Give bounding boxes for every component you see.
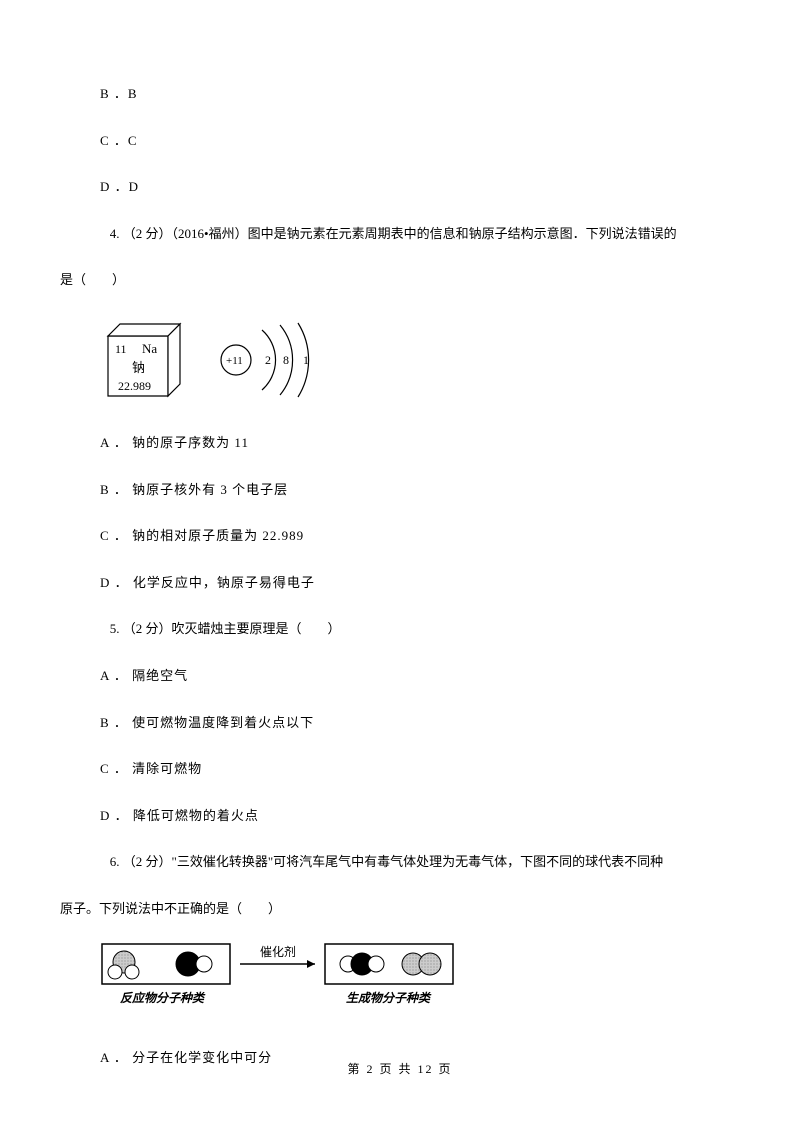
q6-number: 6. — [110, 854, 123, 869]
symbol-text: Na — [142, 341, 157, 356]
q4-option-c: C ． 钠的相对原子质量为 22.989 — [100, 522, 740, 551]
mass-text: 22.989 — [118, 379, 151, 393]
arrow-label-text: 催化剂 — [260, 944, 296, 959]
q5-number: 5. — [110, 621, 123, 636]
catalyst-figure: 反应物分子种类 催化剂 生成物分子种类 — [100, 942, 740, 1023]
q4-option-d: D ． 化学反应中，钠原子易得电子 — [100, 569, 740, 598]
name-text: 钠 — [132, 360, 145, 375]
q5-points: （2 分） — [123, 621, 172, 636]
question-6: 6. （2 分）"三效催化转换器"可将汽车尾气中有毒气体处理为无毒气体，下图不同… — [100, 848, 740, 877]
periodic-element-box: 11 Na 钠 22.989 — [100, 318, 184, 402]
atomic-number-text: 11 — [115, 342, 127, 356]
option-c: C ．C — [100, 127, 740, 156]
right-label-text: 生成物分子种类 — [346, 991, 432, 1005]
atom-structure-diagram: +11 2 8 1 — [214, 315, 334, 405]
q6-text1: "三效催化转换器"可将汽车尾气中有毒气体处理为无毒气体，下图不同的球代表不同种 — [172, 854, 664, 869]
q5-text: 吹灭蜡烛主要原理是（ ） — [172, 621, 341, 636]
shell-2-text: 8 — [283, 353, 289, 367]
q5-option-d: D ． 降低可燃物的着火点 — [100, 802, 740, 831]
q4-points: （2 分） — [123, 226, 172, 241]
q4-text1: 图中是钠元素在元素周期表中的信息和钠原子结构示意图．下列说法错误的 — [248, 226, 677, 241]
q4-number: 4. — [110, 226, 123, 241]
q5-option-b: B ． 使可燃物温度降到着火点以下 — [100, 709, 740, 738]
q6-points: （2 分） — [123, 854, 172, 869]
question-5: 5. （2 分）吹灭蜡烛主要原理是（ ） — [100, 615, 740, 644]
question-4: 4. （2 分）（2016•福州）图中是钠元素在元素周期表中的信息和钠原子结构示… — [100, 220, 740, 249]
shell-1-text: 2 — [265, 353, 271, 367]
q6-text2: 原子。下列说法中不正确的是（ ） — [60, 895, 740, 924]
page-footer: 第 2 页 共 12 页 — [0, 1056, 800, 1082]
q4-source: （2016•福州） — [172, 226, 248, 241]
q4-option-a: A ． 钠的原子序数为 11 — [100, 429, 740, 458]
q4-option-b: B ． 钠原子核外有 3 个电子层 — [100, 476, 740, 505]
option-b: B ．B — [100, 80, 740, 109]
sodium-figure: 11 Na 钠 22.989 +11 2 8 1 — [100, 315, 740, 405]
shell-3-text: 1 — [303, 353, 309, 367]
left-label-text: 反应物分子种类 — [120, 991, 206, 1005]
q5-option-a: A ． 隔绝空气 — [100, 662, 740, 691]
option-d: D ．D — [100, 173, 740, 202]
q5-option-c: C ． 清除可燃物 — [100, 755, 740, 784]
q4-text2: 是（ ） — [60, 266, 740, 295]
nucleus-text: +11 — [226, 355, 243, 367]
